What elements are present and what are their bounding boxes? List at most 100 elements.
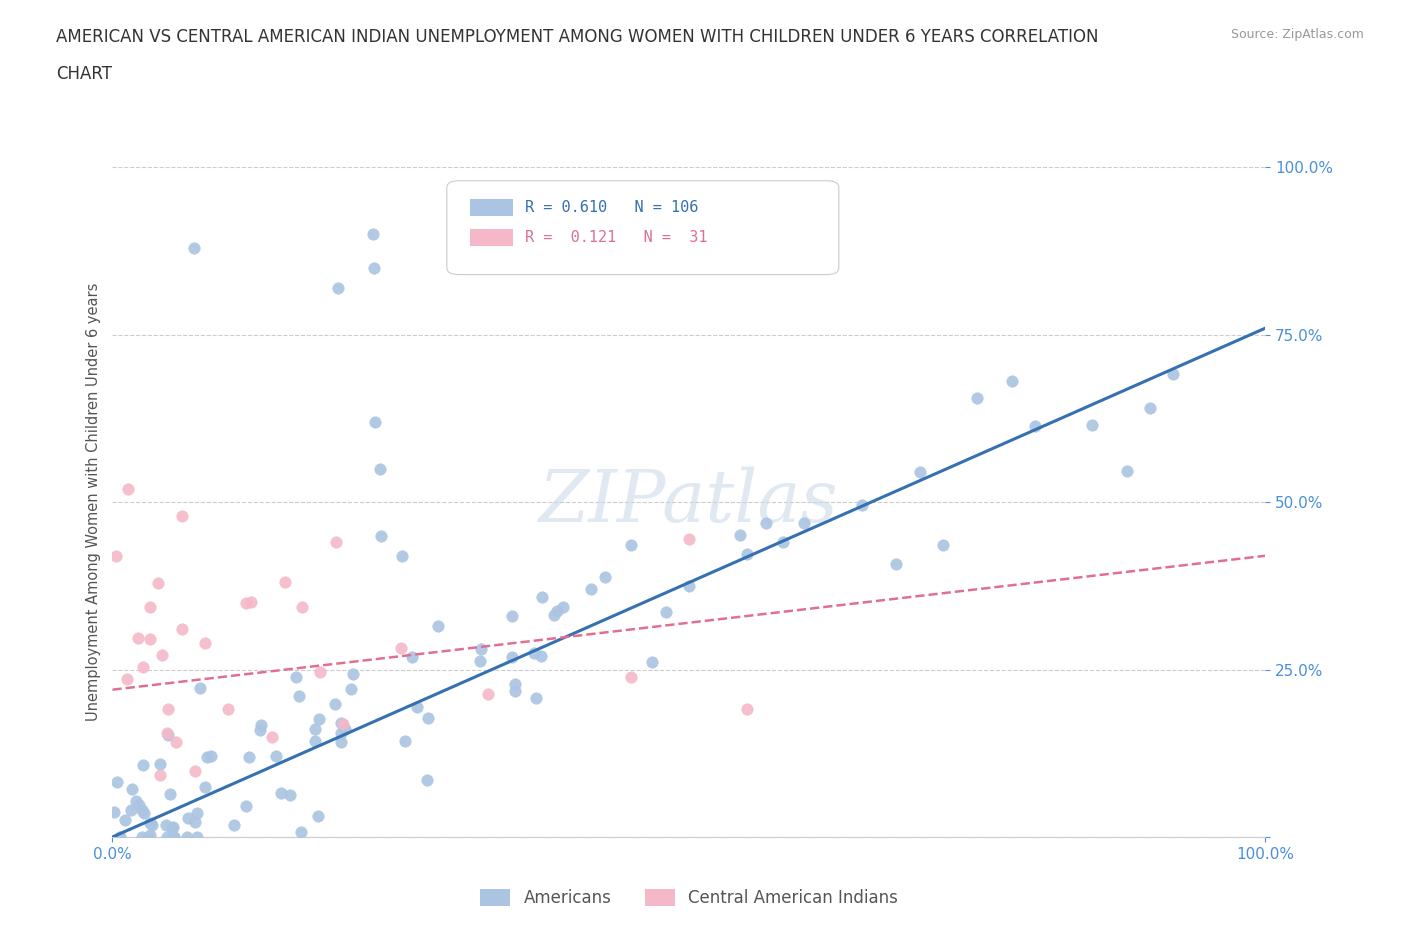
Point [136,830,159,844]
Y-axis label: Unemployment Among Women with Children Under 6 years: Unemployment Among Women with Children U… [86,283,101,722]
Point [1081,418,1104,432]
Point [121,782,143,797]
Point [108,830,131,844]
Point [655,604,678,619]
Point [270,786,292,801]
FancyBboxPatch shape [470,199,513,216]
Point [177,810,200,825]
FancyBboxPatch shape [470,230,513,246]
Point [200,749,222,764]
Point [217,702,239,717]
Point [131,830,153,844]
Text: ZIPatlas: ZIPatlas [538,467,839,538]
Text: AMERICAN VS CENTRAL AMERICAN INDIAN UNEMPLOYMENT AMONG WOMEN WITH CHILDREN UNDER: AMERICAN VS CENTRAL AMERICAN INDIAN UNEM… [56,28,1098,46]
Point [291,600,314,615]
Point [190,681,212,696]
Point [335,722,357,737]
Point [249,723,271,737]
Point [389,641,412,656]
Point [391,549,413,564]
Point [120,803,142,817]
Point [156,725,179,740]
Point [139,828,162,843]
Legend: Americans, Central American Indians: Americans, Central American Indians [472,881,905,916]
Point [326,281,349,296]
Point [139,599,162,614]
Point [523,646,546,661]
Point [141,817,163,832]
Point [157,701,180,716]
Point [238,750,260,764]
Point [1139,401,1161,416]
Point [105,549,128,564]
Point [361,227,384,242]
Point [332,717,354,732]
Point [176,830,198,844]
Point [966,391,988,405]
Text: Source: ZipAtlas.com: Source: ZipAtlas.com [1230,28,1364,41]
Point [416,711,439,725]
Point [501,650,523,665]
Point [1024,418,1046,433]
Point [186,806,208,821]
Point [165,735,187,750]
Point [139,631,162,646]
Point [162,819,184,834]
Point [150,647,173,662]
Point [183,240,205,255]
Point [325,697,347,711]
Point [579,581,602,596]
Point [339,682,361,697]
Point [183,815,205,830]
Point [170,621,193,636]
Point [470,641,492,656]
Point [728,527,751,542]
Point [184,764,207,778]
Text: R =  0.121   N =  31: R = 0.121 N = 31 [524,231,707,246]
Point [186,830,208,844]
Point [325,535,347,550]
Point [117,482,139,497]
Point [363,260,385,275]
Point [304,734,326,749]
Point [131,802,153,817]
Point [524,691,547,706]
Point [170,508,193,523]
Point [342,666,364,681]
Point [1001,374,1024,389]
Point [503,684,526,698]
Point [195,750,218,764]
Point [222,817,245,832]
Point [103,805,125,820]
Point [304,721,326,736]
Point [793,515,815,530]
Point [364,415,387,430]
Point [851,498,873,512]
Point [640,654,662,669]
Point [620,670,643,684]
Point [114,812,136,827]
Text: CHART: CHART [56,65,112,83]
Point [406,700,429,715]
Point [156,727,179,742]
Point [370,528,392,543]
Point [146,575,169,590]
Point [553,600,575,615]
Point [163,830,186,844]
Point [115,671,138,686]
Point [1161,366,1184,381]
Point [264,749,287,764]
Point [908,464,931,479]
Point [128,798,150,813]
Point [755,516,778,531]
Point [149,768,172,783]
Point [678,578,700,593]
Point [285,670,308,684]
Point [329,734,352,749]
Point [163,830,186,844]
Point [159,787,181,802]
Point [530,648,553,663]
Point [308,711,330,726]
Point [330,715,353,730]
Point [394,734,416,749]
